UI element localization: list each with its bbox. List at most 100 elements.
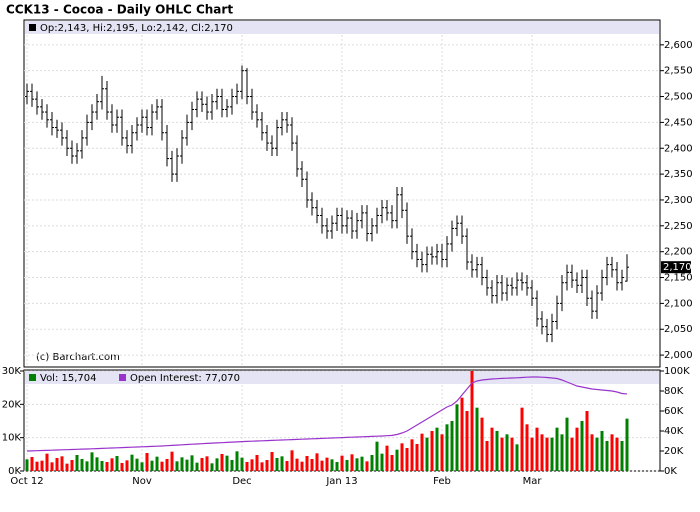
volume-bar bbox=[575, 427, 579, 471]
volume-bar bbox=[505, 434, 509, 471]
volume-bar bbox=[450, 421, 454, 471]
volume-bar bbox=[80, 459, 84, 471]
volume-bar bbox=[375, 441, 379, 471]
y-tick-label: 2,000 bbox=[664, 350, 693, 361]
volume-bar bbox=[230, 460, 234, 471]
volume-bar bbox=[220, 454, 224, 471]
price-legend-band bbox=[25, 21, 659, 34]
volume-bar bbox=[365, 461, 369, 471]
volume-bar bbox=[400, 443, 404, 471]
x-tick-label: Feb bbox=[433, 476, 451, 487]
volume-bar bbox=[200, 458, 204, 471]
volume-bar bbox=[165, 459, 169, 471]
volume-bar bbox=[510, 437, 514, 471]
volume-bar bbox=[145, 453, 149, 471]
watermark: (c) Barchart.com bbox=[36, 352, 120, 363]
volume-bar bbox=[345, 460, 349, 471]
volume-bar bbox=[190, 455, 194, 471]
volume-bar bbox=[615, 437, 619, 471]
volume-bar bbox=[35, 461, 39, 471]
volume-bar bbox=[125, 460, 129, 471]
y-tick-label: 60K bbox=[664, 406, 684, 417]
y-tick-label: 100K bbox=[664, 366, 690, 377]
volume-bar bbox=[185, 459, 189, 471]
volume-bar bbox=[495, 431, 499, 471]
volume-legend-band bbox=[25, 371, 659, 384]
volume-bar bbox=[580, 421, 584, 471]
volume-bar bbox=[290, 450, 294, 471]
volume-bar bbox=[40, 460, 44, 471]
y-tick-label: 2,200 bbox=[664, 247, 693, 258]
volume-bar bbox=[285, 461, 289, 471]
y-tick-label: 2,300 bbox=[664, 195, 693, 206]
x-tick-label: Nov bbox=[132, 476, 152, 487]
y-tick-label: 0K bbox=[664, 466, 677, 477]
volume-legend: Vol: 15,704 bbox=[40, 373, 97, 384]
volume-bar bbox=[55, 458, 59, 471]
volume-bar bbox=[350, 454, 354, 471]
volume-bar bbox=[370, 455, 374, 471]
volume-bar bbox=[210, 463, 214, 471]
volume-bar bbox=[520, 407, 524, 471]
volume-bar bbox=[320, 460, 324, 471]
y-tick-label: 2,150 bbox=[664, 273, 693, 284]
grid bbox=[24, 35, 660, 472]
y-tick-label: 20K bbox=[2, 399, 22, 410]
volume-bar bbox=[355, 458, 359, 471]
volume-bar bbox=[60, 456, 64, 471]
volume-bar bbox=[175, 461, 179, 471]
volume-bar bbox=[600, 431, 604, 471]
volume-bar bbox=[415, 444, 419, 471]
volume-bar bbox=[540, 434, 544, 471]
volume-bar bbox=[150, 460, 154, 471]
y-tick-label: 2,600 bbox=[664, 40, 693, 51]
volume-bar bbox=[440, 434, 444, 471]
volume-bar bbox=[95, 457, 99, 471]
volume-bar bbox=[330, 459, 334, 471]
volume-bar bbox=[335, 462, 339, 471]
volume-bar bbox=[610, 434, 614, 471]
volume-bar bbox=[425, 437, 429, 471]
volume-bar bbox=[110, 458, 114, 471]
volume-bar bbox=[535, 427, 539, 471]
volume-bar bbox=[205, 456, 209, 471]
y-tick-label: 2,450 bbox=[664, 117, 693, 128]
y-tick-label: 2,550 bbox=[664, 66, 693, 77]
volume-legend-swatch bbox=[29, 374, 36, 381]
y-tick-label: 2,100 bbox=[664, 298, 693, 309]
volume-bar bbox=[255, 455, 259, 471]
volume-bar bbox=[160, 461, 164, 471]
y-tick-label: 20K bbox=[664, 446, 684, 457]
volume-bar bbox=[75, 455, 79, 471]
volume-bar bbox=[215, 458, 219, 471]
price-panel bbox=[23, 19, 661, 368]
volume-bar bbox=[115, 456, 119, 471]
volume-bar bbox=[245, 462, 249, 471]
volume-bar bbox=[445, 424, 449, 471]
volume-bar bbox=[625, 418, 629, 471]
marks bbox=[25, 65, 629, 471]
open-interest-line bbox=[26, 376, 628, 452]
volume-bar bbox=[560, 434, 564, 471]
volume-bar bbox=[360, 456, 364, 471]
volume-bar bbox=[155, 456, 159, 471]
y-tick-label: 40K bbox=[664, 426, 684, 437]
y-tick-label: 2,050 bbox=[664, 324, 693, 335]
volume-bar bbox=[465, 411, 469, 471]
volume-bar bbox=[295, 458, 299, 471]
volume-bar bbox=[515, 444, 519, 471]
volume-bar bbox=[380, 453, 384, 471]
volume-bar bbox=[170, 451, 174, 471]
volume-bar bbox=[570, 437, 574, 471]
x-tick-label: Oct 12 bbox=[10, 476, 43, 487]
volume-bar bbox=[310, 459, 314, 471]
volume-bar bbox=[135, 458, 139, 471]
volume-bar bbox=[280, 456, 284, 471]
volume-bar bbox=[70, 460, 74, 471]
volume-bar bbox=[420, 433, 424, 471]
volume-bar bbox=[405, 448, 409, 471]
volume-bar bbox=[555, 427, 559, 471]
last-price-label: 2,170 bbox=[663, 262, 692, 273]
volume-bar bbox=[300, 461, 304, 471]
